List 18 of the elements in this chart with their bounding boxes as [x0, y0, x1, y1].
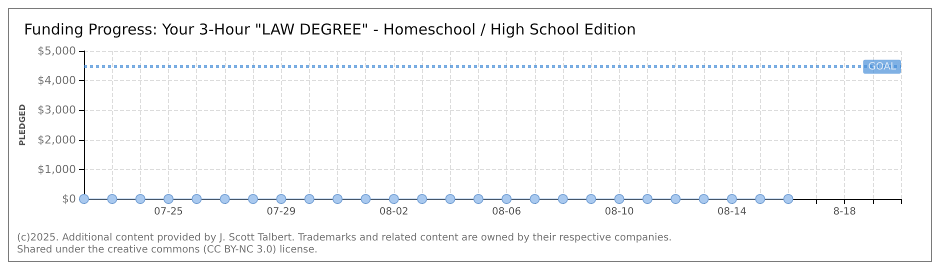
- y-tick-label: $1,000: [38, 162, 76, 176]
- y-tick-label: $0: [62, 192, 76, 206]
- y-tick-label: $2,000: [38, 133, 76, 146]
- x-tick-label: 08-02: [379, 206, 408, 218]
- y-tick-label: $4,000: [38, 74, 76, 88]
- ref-line-label: GOAL: [868, 61, 896, 72]
- text: Shared under the creative commons (CC BY-NC 3.0) license.: [17, 244, 318, 256]
- y-tick-label: $3,000: [38, 104, 76, 117]
- y-axis-title: PLEDGED: [18, 104, 28, 146]
- x-tick-label: 07-25: [154, 206, 184, 218]
- x-tick-label: 07-29: [266, 206, 296, 218]
- x-tick-label: 08-10: [604, 206, 634, 218]
- text: (c)2025. Additional content provided by J. Scott Talbert. Trademarks and related content are owned by their respective companies.: [17, 232, 672, 244]
- x-tick-label: 08-06: [492, 206, 522, 218]
- chart-title: Funding Progress: Your 3-Hour "LAW DEGREE" - Homeschool / High School Edition: [24, 20, 636, 38]
- x-tick-label: 8-18: [833, 206, 856, 218]
- y-tick-label: $5,000: [38, 44, 76, 58]
- x-tick-label: 08-14: [717, 206, 746, 218]
